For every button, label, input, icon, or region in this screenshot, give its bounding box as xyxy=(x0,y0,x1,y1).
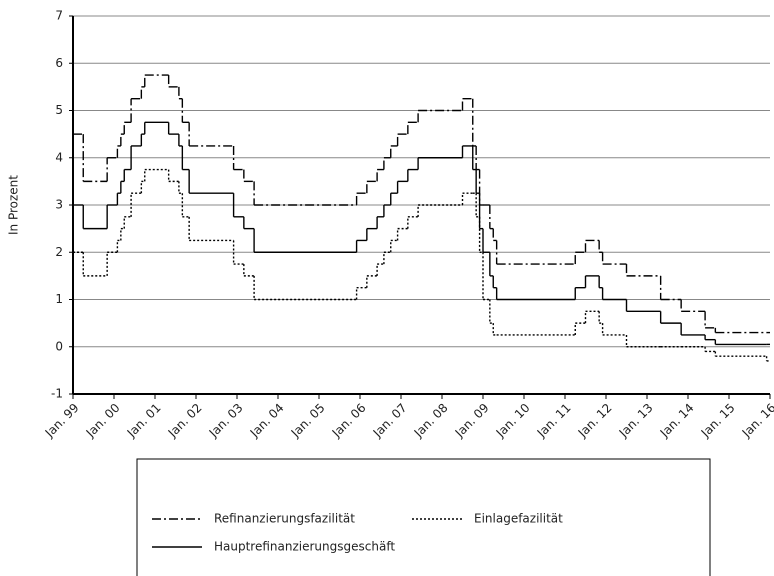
x-tick-label: Jan. 14 xyxy=(657,401,697,441)
y-tick-label: -1 xyxy=(51,387,63,401)
x-tick-label: Jan. 06 xyxy=(329,401,369,441)
x-tick-label: Jan. 16 xyxy=(739,401,774,441)
x-tick-label: Jan. 03 xyxy=(206,401,246,441)
y-tick-label: 5 xyxy=(55,103,63,117)
y-tick-label: 4 xyxy=(55,150,63,164)
y-tick-label: 1 xyxy=(55,292,63,306)
x-tick-label: Jan. 00 xyxy=(83,401,123,441)
x-tick-label: Jan. 13 xyxy=(616,401,656,441)
x-tick-label: Jan. 99 xyxy=(42,401,82,441)
x-tick-label: Jan. 11 xyxy=(534,401,574,441)
x-tick-label: Jan. 07 xyxy=(370,401,410,441)
x-tick-label: Jan. 05 xyxy=(288,401,328,441)
x-tick-label: Jan. 12 xyxy=(575,401,615,441)
y-tick-label: 6 xyxy=(55,56,63,70)
x-tick-label: Jan. 10 xyxy=(493,401,533,441)
y-tick-label: 3 xyxy=(55,198,63,212)
y-axis-label: In Prozent xyxy=(7,175,21,235)
x-tick-label: Jan. 08 xyxy=(411,401,451,441)
x-tick-label: Jan. 01 xyxy=(124,401,164,441)
legend-box xyxy=(136,458,711,576)
x-tick-label: Jan. 04 xyxy=(247,401,287,441)
legend-label: Refinanzierungsfazilität xyxy=(214,512,355,526)
y-tick-label: 7 xyxy=(55,9,63,23)
x-tick-label: Jan. 09 xyxy=(452,401,492,441)
y-tick-label: 0 xyxy=(55,339,63,353)
legend-label: Hauptrefinanzierungsgeschäft xyxy=(214,540,395,554)
y-tick-label: 2 xyxy=(55,245,63,259)
legend-label: Einlagefazilität xyxy=(474,512,563,526)
x-tick-label: Jan. 15 xyxy=(698,401,738,441)
x-tick-label: Jan. 02 xyxy=(165,401,205,441)
